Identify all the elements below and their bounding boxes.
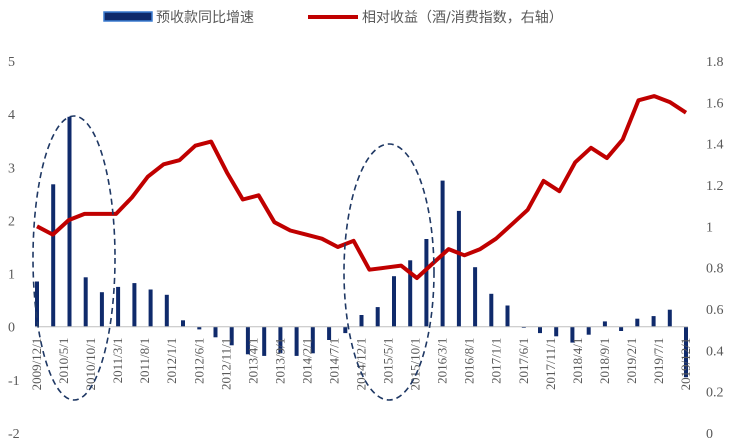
bar [99, 292, 104, 327]
right-tick-label: 0.8 [706, 262, 724, 277]
x-tick-label: 2012/11/1 [218, 338, 233, 390]
x-tick-label: 2017/11/1 [543, 338, 558, 390]
x-tick-label: 2013/9/1 [272, 338, 287, 384]
bar [116, 286, 121, 327]
annotation-ellipse-2010 [32, 115, 116, 401]
legend-bar-swatch [103, 11, 153, 22]
bar [505, 305, 510, 327]
bar [181, 320, 185, 327]
bar [197, 326, 202, 330]
bar [51, 184, 56, 327]
bar [359, 315, 364, 327]
x-tick-label: 2017/1/1 [489, 338, 504, 384]
left-tick-label: 1 [8, 268, 15, 283]
bar [424, 239, 429, 327]
bar [651, 316, 656, 327]
left-tick-label: 5 [8, 55, 15, 70]
x-axis-tick-labels: 2009/12/1 2010/5/1 2010/10/1 2011/3/1 2011/8… [29, 338, 693, 391]
x-tick-label: 2017/6/1 [516, 338, 531, 384]
right-tick-label: 1.6 [706, 96, 724, 111]
x-tick-label: 2011/8/1 [137, 338, 152, 384]
left-tick-label: -1 [8, 374, 20, 389]
x-tick-label: 2019/2/1 [624, 338, 639, 384]
right-axis-ticks: 0 0.2 0.4 0.6 0.8 1 1.2 1.4 1.6 1.8 [706, 55, 724, 442]
x-tick-label: 2012/1/1 [164, 338, 179, 384]
right-tick-label: 0.2 [706, 386, 724, 401]
bar [538, 326, 542, 334]
left-tick-label: 4 [8, 108, 15, 123]
bar [619, 326, 624, 331]
x-tick-label: 2015/5/1 [381, 338, 396, 384]
bar [456, 210, 461, 327]
right-tick-label: 1.4 [706, 138, 724, 153]
x-tick-label: 2009/12/1 [29, 338, 44, 391]
bar [489, 293, 494, 327]
bar [602, 321, 607, 327]
bar [164, 294, 169, 327]
legend: 预收款同比增速 相对收益（酒/消费指数，右轴） [103, 10, 563, 26]
right-tick-label: 1 [706, 220, 713, 235]
x-tick-label: 2011/3/1 [110, 338, 125, 384]
bar [473, 267, 478, 327]
x-tick-label: 2014/7/1 [327, 338, 342, 384]
x-tick-label: 2019/12/1 [678, 338, 693, 391]
x-tick-label: 2016/3/1 [435, 338, 450, 384]
left-tick-label: 2 [8, 214, 15, 229]
annotation-ellipse-2015 [343, 143, 435, 401]
relative-return-line [36, 94, 688, 280]
left-tick-label: 3 [8, 161, 15, 176]
x-tick-label: 2016/8/1 [462, 338, 477, 384]
bar [392, 276, 396, 327]
x-tick-label: 2015/10/1 [408, 338, 423, 391]
annotations [32, 115, 435, 401]
right-tick-label: 1.8 [706, 55, 724, 70]
bar [408, 260, 413, 327]
bar [148, 289, 153, 327]
left-axis-ticks: -2 -1 0 1 2 3 4 5 [8, 55, 20, 442]
bar [375, 307, 380, 327]
x-tick-label: 2018/4/1 [570, 338, 585, 384]
right-tick-label: 1.2 [706, 179, 724, 194]
right-tick-label: 0.6 [706, 303, 724, 318]
bar [327, 326, 332, 340]
bar [132, 283, 137, 327]
bar [83, 277, 88, 327]
bar [554, 326, 559, 337]
left-tick-label: 0 [8, 321, 15, 336]
x-tick-label: 2014/2/1 [299, 338, 314, 384]
x-tick-label: 2010/5/1 [56, 338, 71, 384]
x-tick-label: 2013/4/1 [245, 338, 260, 384]
bar [245, 326, 250, 355]
x-tick-label: 2019/7/1 [651, 338, 666, 384]
bar [570, 326, 575, 343]
x-tick-label: 2010/10/1 [83, 338, 98, 391]
bar [278, 326, 283, 354]
bar [262, 326, 267, 356]
x-tick-label: 2018/9/1 [597, 338, 612, 384]
right-tick-label: 0.4 [706, 344, 724, 359]
bar [586, 326, 591, 335]
bar [684, 326, 688, 378]
bar [35, 281, 39, 327]
legend-line-label: 相对收益（酒/消费指数，右轴） [362, 10, 563, 26]
bar [635, 318, 640, 327]
bar [229, 326, 234, 346]
right-tick-label: 0 [706, 427, 713, 442]
x-tick-label: 2014/12/1 [354, 338, 369, 391]
bar [310, 326, 315, 354]
bar [343, 326, 348, 334]
left-tick-label: -2 [8, 427, 20, 442]
legend-bar-label: 预收款同比增速 [156, 10, 254, 26]
bar [521, 326, 526, 328]
bar [294, 326, 299, 356]
bar [213, 326, 218, 338]
bar [667, 309, 672, 327]
x-tick-label: 2012/6/1 [191, 338, 206, 384]
